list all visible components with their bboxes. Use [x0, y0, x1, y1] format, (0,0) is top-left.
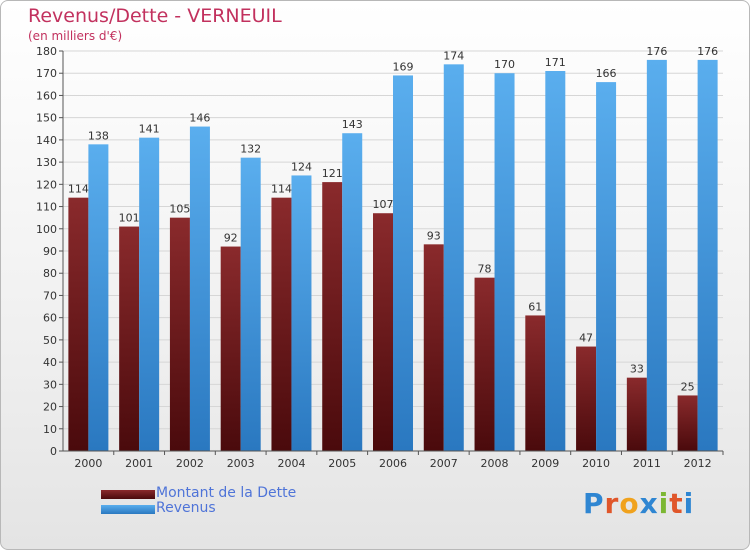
data-label-dette-2009: 61: [528, 300, 542, 313]
x-tick-label: 2002: [176, 457, 204, 470]
x-tick-label: 2005: [328, 457, 356, 470]
y-tick-label: 60: [43, 312, 57, 325]
data-label-revenus-2010: 166: [596, 67, 617, 80]
y-tick-label: 0: [50, 445, 57, 458]
data-label-revenus-2008: 170: [494, 58, 515, 71]
bar-dette-2008: [474, 277, 495, 451]
x-tick-label: 2003: [227, 457, 255, 470]
data-label-dette-2004: 114: [271, 183, 292, 196]
bar-revenus-2002: [189, 126, 210, 452]
y-tick-label: 130: [36, 156, 57, 169]
data-label-revenus-2009: 171: [545, 56, 566, 69]
bar-dette-2002: [169, 217, 190, 451]
data-label-revenus-2004: 124: [291, 160, 312, 173]
data-label-revenus-2002: 146: [189, 112, 210, 125]
chart-subtitle: (en milliers d'€): [28, 29, 123, 43]
y-tick-label: 180: [36, 45, 57, 58]
data-label-revenus-2012: 176: [697, 45, 718, 58]
bar-revenus-2000: [88, 144, 109, 452]
bar-dette-2003: [220, 246, 241, 451]
x-tick-label: 2009: [531, 457, 559, 470]
bar-revenus-2008: [494, 73, 515, 451]
bar-dette-2009: [525, 315, 546, 451]
y-tick-label: 170: [36, 67, 57, 80]
x-tick-label: 2004: [277, 457, 305, 470]
x-tick-label: 2007: [430, 457, 458, 470]
data-label-dette-2012: 25: [681, 380, 695, 393]
y-tick-label: 160: [36, 89, 57, 102]
bar-dette-2007: [423, 244, 444, 451]
x-tick-label: 2008: [481, 457, 509, 470]
bar-dette-2012: [677, 395, 698, 451]
y-tick-label: 70: [43, 289, 57, 302]
bar-revenus-2012: [697, 59, 718, 452]
x-tick-label: 2000: [74, 457, 102, 470]
data-label-dette-2002: 105: [169, 203, 190, 216]
y-tick-label: 110: [36, 201, 57, 214]
bar-dette-2006: [373, 213, 393, 451]
legend-swatch-dette: [101, 490, 155, 499]
data-label-dette-2006: 107: [373, 198, 394, 211]
legend-swatch-revenus: [101, 505, 155, 514]
data-label-dette-2008: 78: [478, 263, 492, 276]
bar-revenus-2006: [393, 75, 413, 451]
data-label-dette-2010: 47: [579, 332, 593, 345]
y-tick-label: 30: [43, 378, 57, 391]
bar-dette-2000: [68, 197, 89, 451]
bar-dette-2005: [322, 182, 343, 451]
y-tick-label: 50: [43, 334, 57, 347]
data-label-dette-2007: 93: [427, 229, 441, 242]
bar-revenus-2010: [596, 82, 617, 451]
data-label-dette-2011: 33: [630, 363, 644, 376]
legend-label-revenus: Revenus: [156, 500, 216, 516]
bar-revenus-2009: [545, 71, 566, 451]
y-tick-label: 40: [43, 356, 57, 369]
data-label-revenus-2005: 143: [342, 118, 363, 131]
y-tick-label: 120: [36, 178, 57, 191]
data-label-revenus-2001: 141: [139, 123, 160, 136]
y-tick-label: 100: [36, 223, 57, 236]
data-label-dette-2005: 121: [322, 167, 343, 180]
x-tick-label: 2001: [125, 457, 153, 470]
data-label-revenus-2011: 176: [646, 45, 667, 58]
x-tick-label: 2012: [684, 457, 712, 470]
data-label-dette-2000: 114: [68, 183, 89, 196]
proxiti-logo: Proxiti: [583, 487, 695, 520]
y-tick-label: 140: [36, 134, 57, 147]
legend-label-dette: Montant de la Dette: [156, 485, 297, 501]
bar-revenus-2001: [139, 137, 160, 451]
bar-revenus-2003: [240, 157, 261, 451]
y-tick-label: 80: [43, 267, 57, 280]
x-tick-label: 2006: [379, 457, 407, 470]
data-label-dette-2001: 101: [119, 212, 140, 225]
data-label-revenus-2000: 138: [88, 129, 109, 142]
y-tick-label: 90: [43, 245, 57, 258]
bar-revenus-2007: [443, 64, 464, 452]
bar-revenus-2004: [291, 175, 312, 451]
bar-revenus-2011: [646, 59, 667, 452]
bar-dette-2004: [271, 197, 292, 451]
data-label-revenus-2003: 132: [240, 143, 261, 156]
x-tick-label: 2010: [582, 457, 610, 470]
chart-title: Revenus/Dette - VERNEUIL: [28, 5, 282, 27]
y-tick-label: 10: [43, 423, 57, 436]
bar-dette-2001: [119, 226, 140, 451]
bar-revenus-2005: [342, 133, 363, 451]
x-tick-label: 2011: [633, 457, 661, 470]
data-label-revenus-2006: 169: [393, 60, 414, 73]
data-label-dette-2003: 92: [224, 232, 238, 245]
bar-dette-2010: [576, 346, 597, 451]
data-label-revenus-2007: 174: [443, 49, 464, 62]
bar-dette-2011: [626, 377, 647, 451]
y-tick-label: 20: [43, 401, 57, 414]
y-tick-label: 150: [36, 112, 57, 125]
